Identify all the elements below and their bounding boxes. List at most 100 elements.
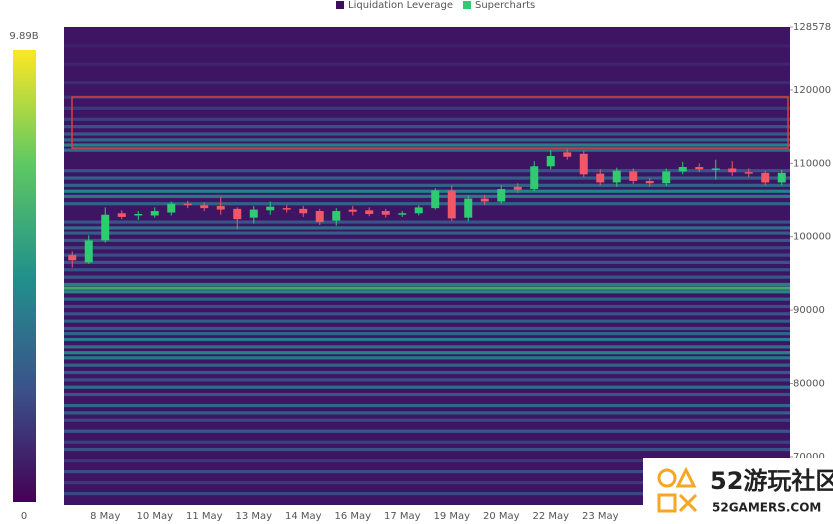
candle-body [414,207,423,214]
x-tick-label: 22 May [532,511,569,522]
candle-body [530,166,539,190]
candles [68,148,786,268]
heat-band [64,351,790,355]
candle-body [249,209,258,218]
heat-band [64,194,790,198]
candle-body [513,186,522,190]
heat-band [64,286,790,290]
watermark: 52游玩社区 52GAMERS.COM [643,458,833,524]
heat-band [64,260,790,265]
highlight-box [71,96,789,149]
candle-body [761,172,770,183]
candle-body [497,189,506,202]
candle-body [546,156,555,167]
candle-body [299,208,308,214]
heat-band [64,385,790,389]
candle-body [398,213,407,215]
candle-body [117,213,126,217]
x-tick-label: 16 May [334,511,371,522]
candle-body [282,208,291,210]
candle-body [612,170,621,183]
heat-band [64,345,790,349]
y-tick-label: 70000 [793,452,825,463]
heat-band [64,470,790,474]
candle-body [645,180,654,184]
heat-band [64,297,790,301]
candle-body [464,198,473,218]
heat-band [64,246,790,250]
heat-band [64,238,790,243]
candle-body [134,213,143,216]
candle-body [68,255,77,261]
candle-body [266,206,275,211]
x-tick-label: 17 May [384,511,421,522]
candle-body [84,240,93,263]
legend-swatch [462,1,471,9]
candle-body [695,167,704,170]
candle-body [216,205,225,210]
heat-band [64,44,790,48]
candle-body [150,211,159,216]
candle-body [348,209,357,212]
heat-band [64,370,790,375]
candle-body [332,211,341,221]
heat-band [64,326,790,331]
legend-label: Liquidation Leverage [348,0,453,11]
heat-band [64,429,790,433]
candle-body [381,211,390,215]
heat-band [64,440,790,444]
candle-body [744,172,753,174]
heat-band [64,148,790,152]
candle-body [431,190,440,209]
x-tick-label: 20 May [483,511,520,522]
y-tick-label: 120000 [793,85,831,96]
candle-body [629,171,638,181]
heat-band [64,418,790,422]
candle-body [563,152,572,157]
heat-band [64,138,790,142]
watermark-site: 52GAMERS.COM [712,501,821,515]
candle-body [579,153,588,175]
heat-band [64,132,790,136]
heat-band [64,253,790,257]
watermark-name: 52游玩社区 [710,467,833,495]
heat-band [64,176,790,180]
heat-band [64,403,790,408]
candle-body [315,211,324,223]
heat-band [64,392,790,397]
candle-body [480,198,489,202]
heat-band [64,282,790,287]
candle-body [777,172,786,183]
x-tick-label: 8 May [90,511,120,522]
x-tick-label: 10 May [136,511,173,522]
heat-band [64,481,790,485]
heat-band [64,319,790,323]
heat-band [64,290,790,294]
x-tick-label: 13 May [235,511,272,522]
candle-body [662,171,671,184]
heat-band [64,189,790,193]
heat-band [64,363,790,367]
heat-band [64,458,790,463]
candle-body [365,210,374,214]
heatmap [64,44,790,496]
heat-band [64,275,790,279]
x-tick-label: 23 May [582,511,619,522]
heat-band [64,106,790,110]
heat-band [64,202,790,206]
candle-body [678,167,687,172]
heat-band [64,220,790,224]
heat-band [64,268,790,272]
heat-band [64,226,790,230]
candle-body [200,205,209,209]
heat-band [64,312,790,316]
candle-body [711,168,720,170]
candle-body [233,208,242,220]
y-tick-label: 128578 [793,22,831,33]
y-tick-label: 100000 [793,232,831,243]
heat-band [64,337,790,342]
heat-band [64,143,790,147]
heat-band [64,183,790,187]
plot-background [64,27,790,505]
